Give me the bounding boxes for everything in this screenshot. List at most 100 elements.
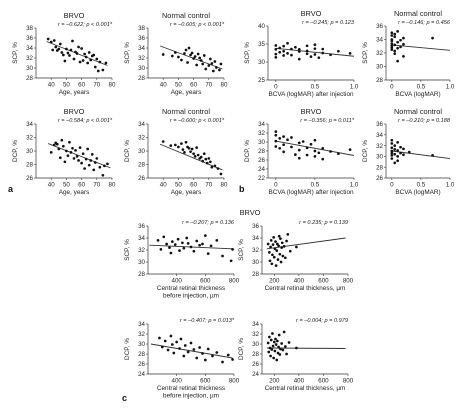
x-axis-label: Central retinal thickness, µm [265,285,346,292]
data-point [75,155,79,158]
data-point [393,148,397,151]
y-tick-label: 30 [26,148,33,155]
correlation-annotation: r = –0.600; p < 0.001* [170,118,225,124]
y-tick-label: 30 [138,259,145,266]
y-axis-label: DCP, % [244,140,251,162]
y-tick-label: 34 [138,235,145,242]
regression-line [150,343,233,359]
correlation-annotation: r = –0.605; p < 0.001* [170,22,225,28]
data-point [184,48,188,52]
data-point [272,255,276,259]
x-tick-label: 600 [318,378,329,385]
data-point [269,354,272,358]
data-point [309,142,313,146]
data-point [177,145,180,149]
data-point [231,248,234,251]
chart-title: BRVO [301,9,322,18]
data-point [219,62,223,66]
data-point [184,140,188,144]
y-tick-label: 32 [258,130,265,137]
data-point [393,161,397,165]
data-point [229,259,233,263]
data-point [51,48,55,52]
data-point [193,55,197,58]
data-point [321,146,325,150]
data-point [161,53,165,56]
data-point [431,36,434,40]
data-point [83,52,86,56]
data-point [321,51,325,55]
y-tick-label: 32 [252,247,259,254]
data-point [192,152,195,156]
y-axis-label: DCP, % [124,140,131,162]
x-tick-label: 1.0 [350,84,359,91]
data-point [282,135,285,138]
data-point [62,144,65,148]
data-point [103,164,106,168]
chart-c2: 28 30 32 34 36 200 400 600 800 r = 0.235; p = 0.1… [238,220,354,292]
data-point [286,138,289,142]
data-point [101,68,105,72]
data-point [290,47,293,51]
x-tick-label: 40 [160,82,167,89]
data-point [274,264,278,267]
x-axis-label: Age, years [171,89,202,96]
data-point [286,41,289,45]
data-point [274,337,277,341]
data-point [390,157,394,160]
chart-title: Normal control [162,11,210,20]
data-point [215,239,219,242]
y-tick-label: 25 [258,77,265,84]
data-point [201,242,204,246]
data-point [267,350,271,354]
y-tick-label: 30 [138,148,145,155]
data-point [52,39,56,42]
correlation-annotation: r = –0.207; p = 0.136 [182,220,235,226]
data-point [390,153,394,157]
data-point [393,49,397,53]
data-point [390,42,394,45]
x-tick-label: 1.0 [350,182,359,189]
data-point [206,347,210,351]
data-point [202,152,206,156]
data-point [271,243,275,246]
y-tick-label: 30 [138,65,145,72]
x-tick-label: 50 [63,182,70,189]
data-point [283,256,287,260]
x-tick-label: 50 [175,82,182,89]
data-point [221,254,224,258]
y-tick-label: 28 [376,77,383,84]
data-point [285,352,288,356]
data-point [390,39,394,43]
data-point [280,246,284,249]
data-point [165,242,168,246]
data-point [279,347,282,351]
y-tick-label: 32 [138,135,145,142]
correlation-annotation: r = –0.004; p = 0.979 [296,318,348,324]
data-point [274,240,277,243]
x-axis-label: Age, years [171,189,202,196]
data-point [189,245,193,249]
y-tick-label: 30 [252,341,259,348]
data-point [396,59,399,63]
data-point [60,138,64,142]
data-point [156,239,160,242]
data-point [275,249,279,252]
regression-line [275,140,355,156]
data-point [201,62,205,66]
x-tick-label: 0.5 [311,84,320,91]
data-point [198,56,202,60]
data-point [396,30,399,33]
data-point [216,167,220,170]
data-point [60,51,64,54]
data-point [78,146,82,149]
data-point [274,139,278,143]
data-point [275,358,279,362]
data-point [282,150,285,154]
data-point [278,50,282,54]
data-point [390,46,394,49]
data-point [207,64,211,67]
data-point [274,44,278,47]
data-point [205,161,209,165]
